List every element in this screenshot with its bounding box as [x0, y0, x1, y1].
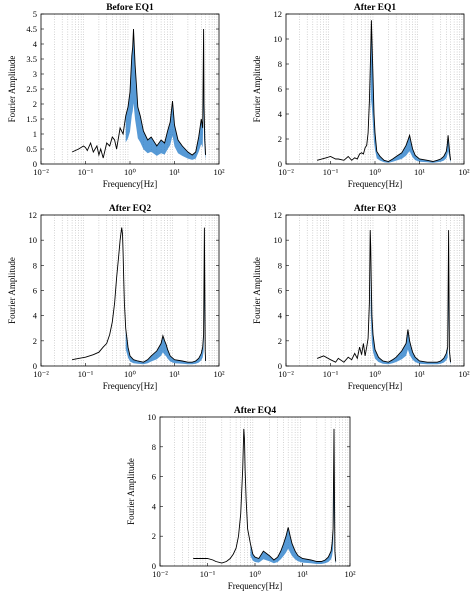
x-tick-label: 10¹: [297, 569, 309, 579]
series-line: [193, 428, 337, 564]
spectral-band: [250, 428, 336, 564]
y-tick-label: 12: [274, 9, 283, 19]
x-axis-label: Frequency[Hz]: [228, 581, 282, 591]
y-tick-label: 4: [33, 39, 38, 49]
x-tick-label: 10⁰: [124, 369, 137, 379]
x-tick-label: 10²: [213, 167, 225, 177]
x-tick-label: 10²: [458, 369, 470, 379]
x-tick-label: 10²: [213, 369, 225, 379]
y-tick-label: 10: [274, 235, 283, 245]
chart-panel-1: 0 0.5 1 1.5 2 2.5 3 3.5 4 4.5 5 10⁻² 10⁻¹ 10⁰ 10¹ 10² Be…: [7, 3, 225, 189]
chart-title: Before EQ1: [106, 3, 154, 13]
y-tick-label: 12: [274, 210, 283, 220]
x-tick-label: 10⁻¹: [323, 369, 339, 379]
series-line: [316, 230, 452, 363]
y-tick-label: 2: [33, 99, 37, 109]
y-tick-label: 4.5: [26, 24, 37, 34]
x-tick-label: 10²: [458, 167, 470, 177]
y-tick-label: 4: [33, 311, 38, 321]
y-tick-label: 6: [278, 286, 282, 296]
x-tick-label: 10¹: [169, 167, 181, 177]
y-tick-label: 8: [278, 59, 282, 69]
y-tick-label: 2.5: [26, 84, 37, 94]
x-tick-label: 10⁰: [249, 569, 262, 579]
y-tick-label: 6: [152, 472, 156, 482]
y-axis-label: Fourier Amplitude: [126, 458, 136, 525]
x-axis-label: Frequency[Hz]: [103, 381, 157, 391]
y-tick-label: 1.5: [26, 114, 37, 124]
y-axis-label: Fourier Amplitude: [252, 257, 262, 324]
x-axis-label: Frequency[Hz]: [348, 381, 402, 391]
chart-panel-5: 0 2 4 6 8 10 10⁻² 10⁻¹ 10⁰ 10¹ 10² After EQ4 Frequen…: [126, 406, 356, 591]
plot-frame: [159, 416, 351, 567]
chart-panel-2: 0 2 4 6 8 10 12 10⁻² 10⁻¹ 10⁰ 10¹ 10² After EQ1 Frequ…: [252, 3, 470, 189]
y-tick-label: 8: [278, 260, 282, 270]
y-tick-label: 0: [278, 159, 282, 169]
x-tick-label: 10⁰: [124, 167, 137, 177]
y-tick-label: 4: [152, 501, 157, 511]
x-tick-label: 10⁰: [369, 369, 382, 379]
y-axis-label: Fourier Amplitude: [7, 56, 17, 123]
chart-panel-3: 0 2 4 6 8 10 12 10⁻² 10⁻¹ 10⁰ 10¹ 10² After EQ2 Frequ…: [7, 204, 225, 391]
y-tick-label: 4: [278, 109, 283, 119]
y-tick-label: 10: [148, 412, 157, 422]
y-tick-label: 0: [152, 561, 156, 571]
chart-title: After EQ1: [354, 3, 397, 13]
x-tick-label: 10⁻²: [33, 167, 49, 177]
y-tick-label: 2: [278, 134, 282, 144]
x-tick-label: 10⁰: [369, 167, 382, 177]
y-tick-label: 4: [278, 311, 283, 321]
x-tick-label: 10⁻²: [152, 569, 168, 579]
y-tick-label: 10: [274, 34, 283, 44]
y-tick-label: 1: [33, 129, 37, 139]
x-axis-label: Frequency[Hz]: [103, 179, 157, 189]
y-axis-label: Fourier Amplitude: [252, 56, 262, 123]
x-axis-label: Frequency[Hz]: [348, 179, 402, 189]
x-tick-label: 10²: [344, 569, 356, 579]
x-tick-label: 10⁻²: [278, 167, 294, 177]
x-tick-label: 10⁻²: [278, 369, 294, 379]
series-line: [316, 20, 452, 162]
chart-title: After EQ2: [109, 204, 152, 214]
y-tick-label: 0.5: [26, 144, 37, 154]
x-tick-label: 10¹: [414, 369, 426, 379]
y-tick-label: 3.5: [26, 54, 37, 64]
x-tick-label: 10⁻¹: [323, 167, 339, 177]
y-tick-label: 2: [278, 336, 282, 346]
series-line: [71, 28, 207, 159]
y-tick-label: 12: [29, 210, 38, 220]
y-tick-label: 3: [33, 69, 37, 79]
x-tick-label: 10¹: [169, 369, 181, 379]
x-tick-label: 10⁻¹: [200, 569, 216, 579]
chart-title: After EQ3: [354, 204, 397, 214]
y-tick-label: 2: [152, 531, 156, 541]
y-axis-label: Fourier Amplitude: [7, 257, 17, 324]
y-tick-label: 0: [33, 159, 37, 169]
y-tick-label: 2: [33, 336, 37, 346]
y-tick-label: 10: [29, 235, 38, 245]
x-tick-label: 10⁻¹: [78, 369, 94, 379]
y-tick-label: 0: [278, 361, 282, 371]
y-tick-label: 6: [278, 84, 282, 94]
y-tick-label: 8: [33, 260, 37, 270]
chart-title: After EQ4: [234, 406, 277, 416]
y-tick-label: 0: [33, 361, 37, 371]
x-tick-label: 10⁻¹: [78, 167, 94, 177]
series-line: [72, 227, 207, 363]
x-tick-label: 10⁻²: [33, 369, 49, 379]
x-tick-label: 10¹: [414, 167, 426, 177]
y-tick-label: 8: [152, 442, 156, 452]
y-tick-label: 6: [33, 286, 37, 296]
y-tick-label: 5: [33, 9, 37, 19]
chart-panel-4: 0 2 4 6 8 10 12 10⁻² 10⁻¹ 10⁰ 10¹ 10² After EQ3 Frequ…: [252, 204, 470, 391]
